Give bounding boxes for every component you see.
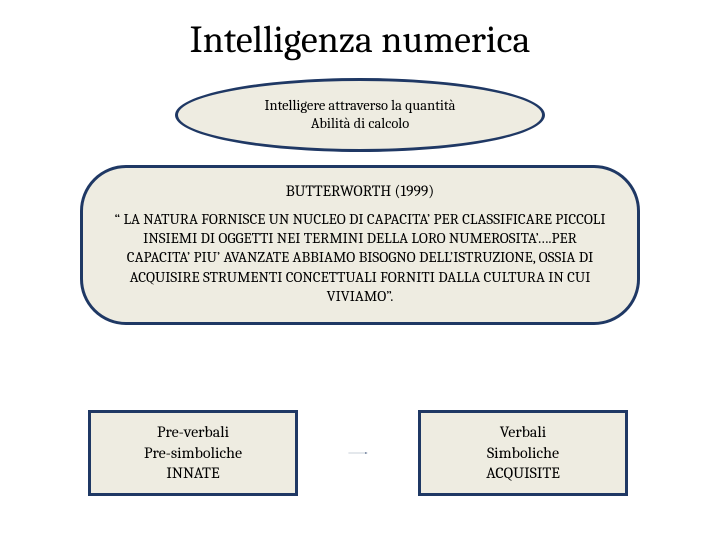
left-box-innate: Pre-verbali Pre-simboliche INNATE — [88, 410, 298, 496]
left-box-line2: Pre-simboliche — [144, 443, 242, 464]
left-box-line3: INNATE — [166, 463, 219, 484]
right-box-line3: ACQUISITE — [486, 463, 560, 484]
quote-author: BUTTERWORTH (1999) — [111, 182, 609, 200]
right-box-line1: Verbali — [500, 422, 546, 443]
quote-body: “ LA NATURA FORNISCE UN NUCLEO DI CAPACI… — [111, 210, 609, 306]
ellipse-line2: Abilità di calcolo — [311, 115, 409, 133]
right-box-acquired: Verbali Simboliche ACQUISITE — [418, 410, 628, 496]
slide-title: Intelligenza numerica — [0, 0, 720, 62]
left-box-line1: Pre-verbali — [157, 422, 229, 443]
right-box-line2: Simboliche — [487, 443, 559, 464]
ellipse-line1: Intelligere attraverso la quantità — [265, 97, 456, 115]
definition-ellipse: Intelligere attraverso la quantità Abili… — [175, 78, 545, 152]
quote-container: BUTTERWORTH (1999) “ LA NATURA FORNISCE … — [80, 165, 640, 325]
arrow-icon — [310, 452, 406, 454]
